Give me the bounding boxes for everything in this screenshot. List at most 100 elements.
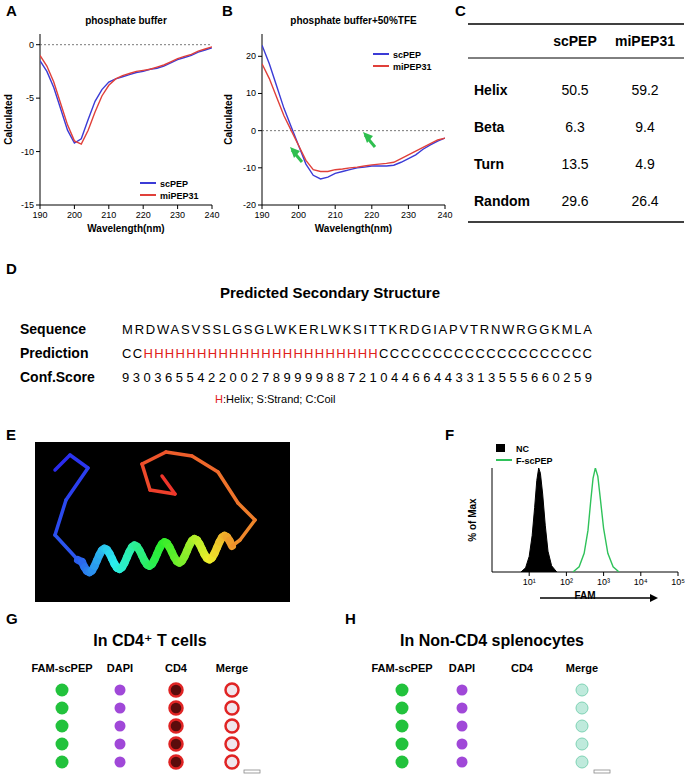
legend: scPEP miPEP31 xyxy=(140,179,199,201)
x-tick xyxy=(445,205,446,209)
data-group xyxy=(40,47,212,144)
x-tick-label: 10² xyxy=(560,577,573,587)
prediction: CCHHHHHHHHHHHHHHHHHHHHHHCCCCCCCCCCCCCCCC… xyxy=(122,346,592,361)
channel-label: FAM-scPEP xyxy=(371,662,432,674)
panel-label: G xyxy=(6,610,18,627)
x-tick xyxy=(212,205,213,209)
x-tick-label: 10³ xyxy=(597,577,610,587)
table-row-label: Helix xyxy=(474,82,508,98)
cell-merge xyxy=(576,720,588,732)
y-tick-label: 10 xyxy=(246,88,256,98)
x-tick xyxy=(566,572,567,576)
x-tick xyxy=(177,205,178,209)
cell-fam xyxy=(396,702,409,715)
table: scPEPmiPEP31Helix50.559.2Beta6.39.4Turn1… xyxy=(468,24,684,222)
line xyxy=(40,48,212,143)
x-tick xyxy=(371,205,372,209)
figure: ABCDEFGH190200210220230240-15-10-50phosp… xyxy=(0,0,686,780)
row-label: Conf.Score xyxy=(20,369,95,385)
x-label: Wavelength(nm) xyxy=(87,223,164,234)
y-axis xyxy=(262,34,263,205)
x-tick xyxy=(298,205,299,209)
ribbon-segment xyxy=(66,468,88,500)
y-tick xyxy=(36,98,40,99)
ribbon-segment xyxy=(55,535,78,560)
ribbon-segment xyxy=(238,503,255,520)
table-cell: 50.5 xyxy=(561,82,588,98)
cell-cd4 xyxy=(170,720,183,733)
legend-label: scPEP xyxy=(160,179,188,189)
legend-label: miPEP31 xyxy=(160,191,199,201)
cell-image-panel: In CD4⁺ T cellsFAM-scPEPDAPICD4Merge xyxy=(31,632,260,773)
key-h: H xyxy=(215,393,223,405)
x-tick-label: 200 xyxy=(67,210,82,220)
cell-dapi xyxy=(457,703,468,714)
panel-label: F xyxy=(445,426,454,443)
table-rule xyxy=(468,23,684,25)
x-tick-label: 220 xyxy=(136,210,151,220)
y-tick xyxy=(258,205,262,206)
x-tick-label: 10¹ xyxy=(523,577,536,587)
y-tick-label: -5 xyxy=(26,93,34,103)
table-header: scPEP xyxy=(553,33,597,49)
structure-model xyxy=(35,442,290,602)
y-tick-label: -10 xyxy=(243,163,256,173)
x-axis xyxy=(40,205,212,206)
legend-swatch xyxy=(373,65,389,67)
cell-merge xyxy=(226,684,239,697)
prediction-run: HHHHHHHHHHHHHHHHHHHHHH xyxy=(143,346,377,361)
ribbon-segment xyxy=(142,452,166,464)
x-tick-label: 190 xyxy=(254,210,269,220)
reference-line xyxy=(40,44,212,45)
y-tick xyxy=(36,205,40,206)
area xyxy=(521,468,557,572)
cell-fam xyxy=(396,738,409,751)
cell-dapi xyxy=(457,757,468,768)
structure-prediction: Predicted Secondary StructureSequencePre… xyxy=(20,284,592,405)
cell-fam xyxy=(396,684,409,697)
x-tick xyxy=(143,205,144,209)
x-tick xyxy=(603,572,604,576)
axis-arrow-head xyxy=(650,594,658,602)
table-cell: 13.5 xyxy=(561,156,588,172)
row-label: Prediction xyxy=(20,345,88,361)
prediction-run: CCCCCCCCCCCCCCCCCCCC xyxy=(379,346,592,361)
line xyxy=(573,468,619,572)
data-group xyxy=(262,45,445,179)
key-text: H:Helix; S:Strand; C:Coil xyxy=(215,393,335,405)
chart-title: phosphate buffer xyxy=(85,15,167,26)
cell-cd4 xyxy=(170,684,183,697)
data-group xyxy=(521,468,619,572)
cell-merge xyxy=(226,702,239,715)
x-tick-label: 210 xyxy=(101,210,116,220)
ribbon-segment xyxy=(55,500,66,535)
x-tick-label: 210 xyxy=(328,210,343,220)
legend-swatch xyxy=(496,459,512,461)
cell-dapi xyxy=(115,703,126,714)
row-label: Sequence xyxy=(20,321,86,337)
x-tick xyxy=(335,205,336,209)
cell-panel-title: In Non-CD4 splenocytes xyxy=(400,632,584,649)
table-cell: 6.3 xyxy=(565,119,585,135)
cell-dapi xyxy=(115,685,126,696)
cell-fam xyxy=(56,756,69,769)
y-tick xyxy=(258,130,262,131)
x-tick-label: 230 xyxy=(401,210,416,220)
key-rest: :Helix; S:Strand; C:Coil xyxy=(223,393,335,405)
legend-swatch xyxy=(140,194,156,196)
ribbon-segment xyxy=(192,456,218,472)
x-tick xyxy=(408,205,409,209)
y-axis xyxy=(492,468,493,572)
cell-dapi xyxy=(457,739,468,750)
channel-label: CD4 xyxy=(511,662,534,674)
y-tick xyxy=(36,44,40,45)
y-tick-label: 20 xyxy=(246,51,256,61)
channel-label: DAPI xyxy=(449,662,475,674)
table-cell: 29.6 xyxy=(561,193,588,209)
ribbon-segment xyxy=(70,455,88,468)
x-tick xyxy=(262,205,263,209)
legend-label: F-scPEP xyxy=(516,456,553,466)
channel-label: CD4 xyxy=(165,662,188,674)
cell-merge xyxy=(576,702,588,714)
cell-cd4 xyxy=(170,738,183,751)
